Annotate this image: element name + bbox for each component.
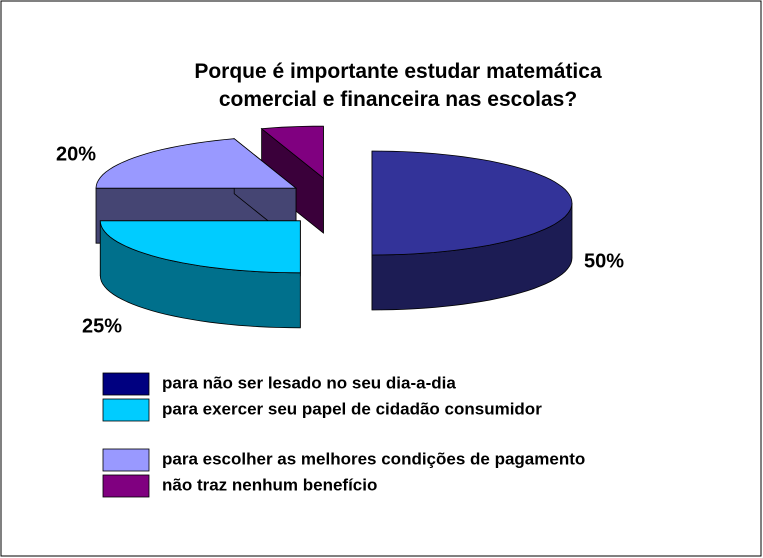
- legend-label: não traz nenhum benefício: [162, 475, 377, 494]
- legend: para não ser lesado no seu dia-a-dia para…: [102, 372, 585, 498]
- legend-label: para exercer seu papel de cidadão consum…: [162, 399, 542, 418]
- legend-swatch: [102, 448, 150, 472]
- pie-slice: [99, 220, 301, 329]
- legend-swatch: [102, 474, 150, 498]
- data-label: 20%: [56, 143, 96, 165]
- data-label: 50%: [584, 250, 624, 272]
- pie-slice: [260, 125, 324, 234]
- pie-slice: [371, 150, 573, 311]
- data-label: 25%: [82, 315, 122, 337]
- legend-label: para escolher as melhores condições de p…: [162, 449, 585, 468]
- legend-swatch: [102, 372, 150, 396]
- slice-top: [260, 125, 324, 179]
- chart-title: Porque é importante estudar matemática co…: [194, 60, 602, 111]
- slice-top: [95, 138, 298, 189]
- slice-top: [99, 220, 301, 274]
- pie: [95, 125, 573, 329]
- legend-label: para não ser lesado no seu dia-a-dia: [162, 373, 456, 392]
- slice-top: [371, 150, 573, 256]
- legend-swatch: [102, 398, 150, 422]
